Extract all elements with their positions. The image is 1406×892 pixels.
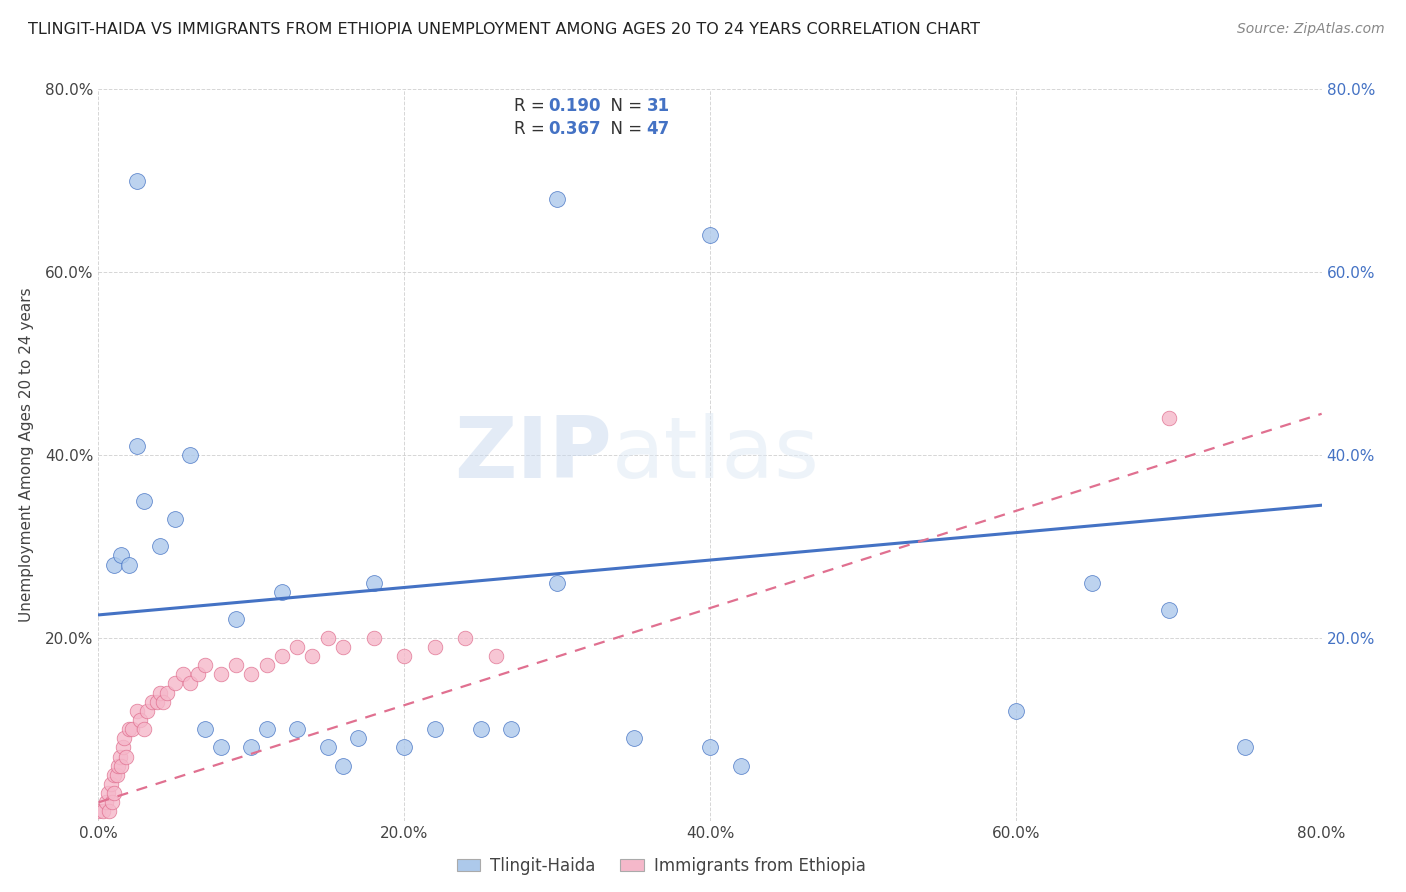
Point: [110, 758, 132, 772]
Point: [392, 740, 416, 755]
Text: 31: 31: [647, 96, 669, 114]
Point: [454, 631, 477, 645]
Point: [136, 704, 159, 718]
Text: 0.367: 0.367: [548, 120, 602, 138]
Point: [97, 786, 120, 800]
Point: [101, 796, 124, 810]
Text: Source: ZipAtlas.com: Source: ZipAtlas.com: [1237, 22, 1385, 37]
Point: [163, 676, 186, 690]
Point: [699, 740, 721, 755]
Point: [730, 758, 752, 772]
Text: N =: N =: [600, 96, 647, 114]
Point: [156, 685, 179, 699]
Point: [423, 640, 446, 654]
Point: [423, 723, 446, 737]
Point: [110, 549, 132, 563]
Point: [98, 805, 121, 819]
Point: [392, 649, 416, 664]
Point: [225, 658, 247, 673]
Point: [87, 805, 110, 819]
Point: [1157, 411, 1180, 425]
Point: [1081, 576, 1104, 591]
Point: [316, 631, 339, 645]
Point: [103, 558, 125, 572]
Point: [187, 667, 209, 681]
Legend: Tlingit-Haida, Immigrants from Ethiopia: Tlingit-Haida, Immigrants from Ethiopia: [450, 850, 872, 882]
Point: [623, 731, 645, 746]
Point: [134, 723, 156, 737]
Point: [105, 768, 128, 782]
Point: [141, 695, 163, 709]
Point: [270, 585, 292, 599]
Point: [128, 713, 150, 727]
Text: TLINGIT-HAIDA VS IMMIGRANTS FROM ETHIOPIA UNEMPLOYMENT AMONG AGES 20 TO 24 YEARS: TLINGIT-HAIDA VS IMMIGRANTS FROM ETHIOPI…: [28, 22, 980, 37]
Point: [194, 658, 217, 673]
Point: [152, 695, 174, 709]
Point: [301, 649, 323, 664]
Text: 0.190: 0.190: [548, 96, 600, 114]
Point: [546, 576, 568, 591]
Point: [118, 558, 141, 572]
Point: [107, 758, 129, 772]
Point: [332, 640, 354, 654]
Point: [240, 667, 263, 681]
Point: [125, 439, 148, 453]
Point: [103, 786, 125, 800]
Point: [179, 448, 201, 462]
Point: [179, 676, 201, 690]
Point: [111, 740, 134, 755]
Point: [209, 740, 232, 755]
Point: [546, 192, 568, 206]
Point: [194, 723, 217, 737]
Text: R =: R =: [515, 96, 550, 114]
Text: R =: R =: [515, 120, 550, 138]
Point: [1234, 740, 1257, 755]
Point: [225, 613, 247, 627]
Point: [363, 631, 385, 645]
Point: [501, 723, 523, 737]
Point: [108, 749, 131, 764]
Point: [240, 740, 263, 755]
Point: [163, 512, 186, 526]
Point: [363, 576, 385, 591]
Point: [1004, 704, 1026, 718]
Y-axis label: Unemployment Among Ages 20 to 24 years: Unemployment Among Ages 20 to 24 years: [18, 287, 34, 623]
Point: [699, 228, 721, 243]
Point: [115, 749, 138, 764]
Point: [94, 796, 117, 810]
Point: [149, 539, 172, 553]
Text: N =: N =: [600, 120, 647, 138]
Point: [316, 740, 339, 755]
Point: [125, 704, 148, 718]
Point: [118, 723, 141, 737]
Point: [332, 758, 354, 772]
Point: [91, 805, 114, 819]
Point: [485, 649, 508, 664]
Point: [103, 768, 125, 782]
Point: [145, 695, 167, 709]
Point: [347, 731, 370, 746]
Point: [121, 723, 143, 737]
Point: [125, 174, 148, 188]
Point: [100, 777, 122, 791]
Point: [149, 685, 172, 699]
Text: 47: 47: [647, 120, 669, 138]
Point: [209, 667, 232, 681]
Point: [256, 723, 278, 737]
Point: [172, 667, 194, 681]
Point: [470, 723, 492, 737]
Point: [285, 723, 308, 737]
Point: [112, 731, 135, 746]
Text: atlas: atlas: [612, 413, 820, 497]
Point: [270, 649, 292, 664]
Text: ZIP: ZIP: [454, 413, 612, 497]
Point: [134, 493, 156, 508]
Point: [285, 640, 308, 654]
Point: [256, 658, 278, 673]
Point: [1157, 603, 1180, 617]
